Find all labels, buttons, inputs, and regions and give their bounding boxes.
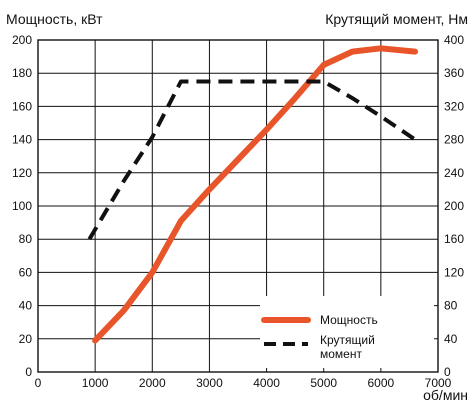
x-tick-label: 1000	[82, 376, 109, 390]
legend-power-label: Мощность	[320, 313, 378, 327]
x-tick-label: 2000	[139, 376, 166, 390]
right-y-tick-label: 360	[444, 66, 464, 80]
x-tick-label: 4000	[253, 376, 280, 390]
left-y-tick-label: 100	[12, 199, 32, 213]
x-tick-label: 5000	[310, 376, 337, 390]
left-y-tick-label: 40	[19, 299, 33, 313]
legend-torque-label-line2: момент	[320, 347, 362, 361]
right-y-tick-label: 120	[444, 265, 464, 279]
legend-background	[260, 296, 434, 368]
left-y-tick-label: 0	[25, 365, 32, 379]
legend: Мощность Крутящий момент	[260, 296, 434, 368]
left-axis-title: Мощность, кВт	[6, 11, 103, 27]
right-y-tick-label: 400	[444, 33, 464, 47]
left-y-tick-label: 200	[12, 33, 32, 47]
left-y-tick-label: 80	[19, 232, 33, 246]
grid	[37, 39, 439, 373]
plot-frame	[37, 39, 439, 373]
right-y-tick-label: 0	[444, 365, 451, 379]
left-y-tick-label: 140	[12, 133, 32, 147]
x-axis-ticks: 0 1000 2000 3000 4000 5000 6000 7000	[35, 376, 452, 390]
x-tick-label: 3000	[196, 376, 223, 390]
x-tick-label: 6000	[368, 376, 395, 390]
left-y-tick-label: 60	[19, 265, 33, 279]
power-line	[92, 45, 419, 344]
right-y-tick-label: 240	[444, 166, 464, 180]
left-y-axis-ticks: 0 20 40 60 80 100 120 140 160 180 200	[12, 33, 32, 379]
legend-torque-label-line1: Крутящий	[320, 333, 375, 347]
x-tick-label: 0	[35, 376, 42, 390]
series-lines	[87, 45, 419, 344]
left-y-tick-label: 180	[12, 66, 32, 80]
x-axis-title: об/мин	[423, 387, 468, 403]
torque-line	[87, 79, 417, 241]
left-y-tick-label: 20	[19, 332, 33, 346]
right-y-axis-ticks: 0 40 80 120 160 200 240 280 320 360 400	[444, 33, 464, 379]
left-y-tick-label: 160	[12, 99, 32, 113]
right-axis-title: Крутящий момент, Нм	[325, 11, 468, 27]
right-y-tick-label: 320	[444, 99, 464, 113]
right-y-tick-label: 160	[444, 232, 464, 246]
right-y-tick-label: 200	[444, 199, 464, 213]
right-y-tick-label: 80	[444, 299, 458, 313]
right-y-tick-label: 40	[444, 332, 458, 346]
right-y-tick-label: 280	[444, 133, 464, 147]
x-tick-label: 7000	[425, 376, 452, 390]
left-y-tick-label: 120	[12, 166, 32, 180]
